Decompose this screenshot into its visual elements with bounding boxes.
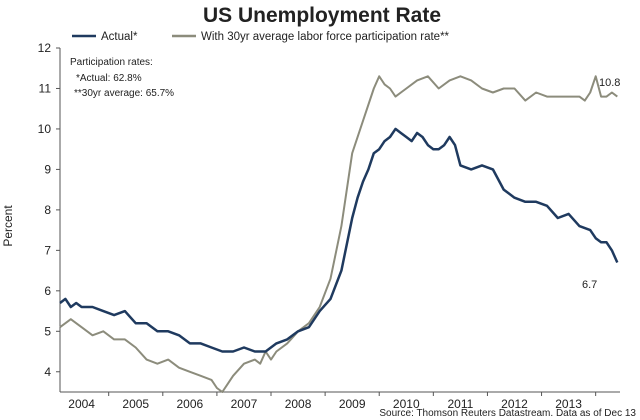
series-line-average bbox=[59, 75, 618, 393]
legend-label-average: With 30yr average labor force participat… bbox=[201, 31, 450, 43]
chart-title: US Unemployment Rate bbox=[203, 4, 441, 27]
x-axis-ticks: 2004 2005 2006 2007 2008 2009 2010 2011 2012 2013 bbox=[68, 392, 597, 411]
x-tick-label: 2004 bbox=[68, 397, 95, 411]
y-tick-label: 5 bbox=[44, 324, 51, 338]
x-tick-label: 2013 bbox=[555, 397, 582, 411]
y-tick-label: 11 bbox=[39, 81, 52, 95]
legend-label-actual: Actual* bbox=[101, 31, 138, 43]
y-tick-label: 8 bbox=[44, 203, 51, 217]
participation-note-title: Participation rates: bbox=[70, 57, 153, 68]
x-tick-label: 2011 bbox=[447, 397, 473, 411]
y-axis-ticks: 4 5 6 7 8 9 10 11 12 bbox=[38, 41, 60, 379]
source-note: Source: Thomson Reuters Datastream. Data… bbox=[379, 408, 636, 419]
x-tick-label: 2008 bbox=[285, 397, 312, 411]
x-tick-label: 2006 bbox=[177, 397, 204, 411]
y-axis-label: Percent bbox=[1, 205, 15, 247]
x-tick-label: 2005 bbox=[122, 397, 149, 411]
y-tick-label: 6 bbox=[44, 284, 51, 298]
y-tick-label: 4 bbox=[44, 365, 51, 379]
y-tick-label: 7 bbox=[44, 243, 51, 257]
x-tick-label: 2007 bbox=[231, 397, 258, 411]
x-tick-label: 2010 bbox=[393, 397, 420, 411]
series-line-actual bbox=[59, 127, 619, 353]
y-tick-label: 9 bbox=[44, 162, 51, 176]
x-tick-label: 2009 bbox=[339, 397, 366, 411]
y-tick-label: 12 bbox=[38, 41, 52, 55]
end-label-actual: 6.7 bbox=[582, 279, 597, 291]
y-tick-label: 10 bbox=[38, 122, 52, 136]
end-label-average: 10.8 bbox=[599, 77, 620, 89]
x-tick-label: 2012 bbox=[501, 397, 528, 411]
participation-note-actual: *Actual: 62.8% bbox=[76, 73, 142, 84]
participation-note-average: **30yr average: 65.7% bbox=[74, 88, 174, 99]
